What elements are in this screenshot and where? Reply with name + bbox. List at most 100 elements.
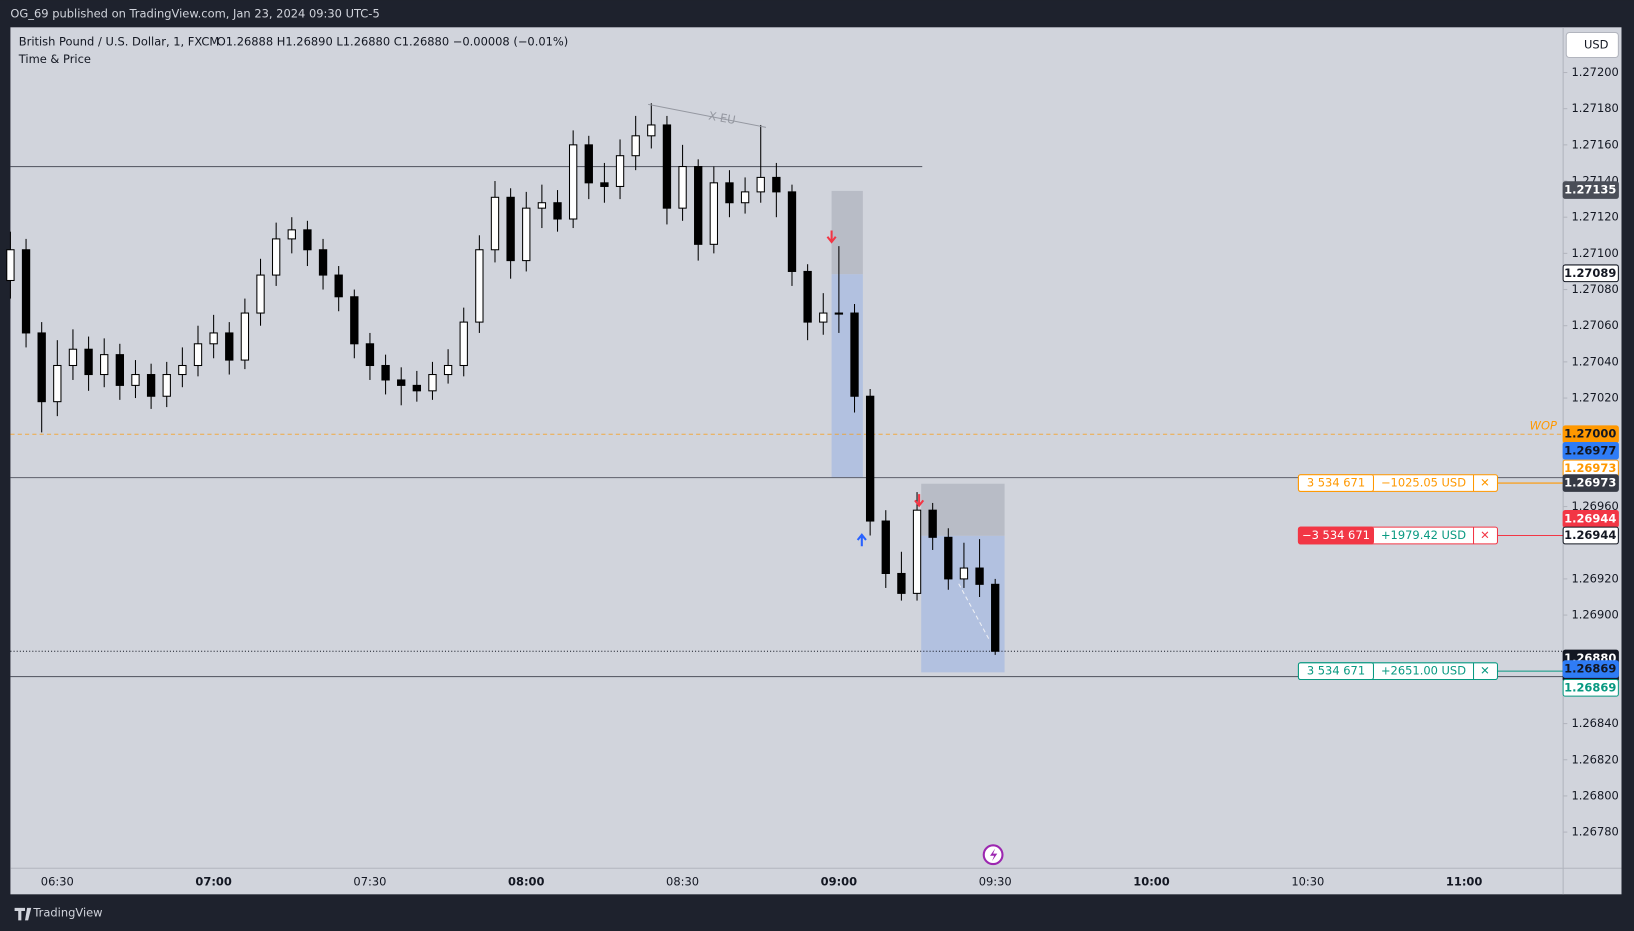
candle-body — [303, 229, 312, 251]
candle-body — [459, 321, 468, 367]
price-badge — [1562, 181, 1619, 199]
y-tick-label: 1.27160 — [1571, 137, 1618, 151]
candle-body — [318, 249, 328, 276]
candle-body — [475, 249, 484, 323]
candle-body — [490, 196, 500, 251]
footer: TradingView — [32, 906, 102, 920]
candle-body — [584, 144, 593, 184]
candle-body — [522, 207, 531, 262]
candle-body — [412, 384, 422, 392]
candle-body — [256, 274, 265, 314]
buy-arrow — [856, 533, 867, 547]
order-qty-box — [1297, 662, 1374, 680]
price-badge-label: 1.26869 — [1564, 680, 1616, 694]
price-badge-label: 1.26944 — [1564, 528, 1616, 542]
candle-body — [928, 509, 937, 538]
symbol: British Pound / U.S. Dollar, 1, FXCM — [19, 34, 220, 48]
candle-body — [397, 379, 406, 386]
candle-body — [647, 124, 656, 137]
order-qty-box — [1297, 526, 1374, 545]
y-tick-label: 1.26820 — [1571, 752, 1618, 766]
position-risk — [831, 190, 863, 275]
candle-body — [537, 202, 547, 209]
y-tick-label: 1.26900 — [1571, 608, 1618, 622]
event-icon-bolt — [989, 848, 998, 861]
candle-body — [787, 191, 797, 272]
ohlc-legend: O1.26888 H1.26890 L1.26880 C1.26880 −0.0… — [217, 34, 569, 48]
candle-body — [100, 354, 109, 376]
candle-body — [162, 374, 171, 397]
price-badge — [1562, 678, 1619, 697]
y-tick-label: 1.26920 — [1571, 571, 1618, 585]
candle-body — [740, 191, 750, 204]
published-line: OG_69 published on TradingView.com, Jan … — [10, 6, 379, 20]
order-qty: 3 534 671 — [1307, 664, 1365, 678]
y-tick-label: 1.27200 — [1571, 65, 1618, 79]
order-close[interactable]: ✕ — [1480, 528, 1490, 542]
candle-body — [662, 124, 672, 209]
price-badge-label: 1.26977 — [1564, 443, 1616, 457]
price-badge-label: 1.26869 — [1564, 662, 1616, 676]
x-tick-label: 08:00 — [508, 874, 544, 888]
candle-body — [959, 567, 969, 580]
y-tick-label: 1.27020 — [1571, 391, 1618, 405]
wop-label: WOP — [1530, 418, 1557, 432]
candle-body — [365, 343, 375, 367]
y-tick-label: 1.27080 — [1571, 282, 1618, 296]
annotation: X EU — [707, 108, 736, 126]
candle-body — [631, 135, 640, 157]
currency-button[interactable] — [1565, 31, 1619, 59]
order-pnl: +2651.00 USD — [1381, 664, 1466, 678]
position-path — [958, 583, 991, 642]
candle-body — [115, 354, 125, 386]
sell-arrow — [914, 494, 925, 508]
y-tick-label: 1.26840 — [1571, 716, 1618, 730]
price-badge — [1562, 526, 1619, 545]
candle-body — [803, 270, 812, 323]
candle-body — [271, 238, 281, 276]
y-tick-label: 1.27060 — [1571, 318, 1618, 332]
y-tick-label: 1.27180 — [1571, 101, 1618, 115]
order-pnl: −1025.05 USD — [1381, 476, 1466, 490]
candle-body — [897, 572, 906, 594]
y-tick-label: 1.27120 — [1571, 210, 1618, 224]
candle-body — [21, 249, 31, 334]
position-reward — [921, 535, 1005, 673]
candle-body — [381, 364, 390, 381]
price-badge — [1562, 441, 1619, 460]
candle-body — [84, 348, 93, 376]
candle-body — [975, 567, 984, 585]
y-tick-label: 1.26800 — [1571, 788, 1618, 802]
price-badge — [1562, 660, 1619, 678]
order-close[interactable]: ✕ — [1480, 476, 1490, 490]
candle-body — [350, 296, 359, 345]
x-tick-label: 10:30 — [1291, 874, 1324, 888]
price-badge-label: 1.27089 — [1564, 266, 1616, 280]
candle-body — [428, 374, 437, 392]
y-tick-label: 1.27100 — [1571, 246, 1618, 260]
candle-body — [725, 182, 734, 204]
candle-body — [756, 176, 765, 193]
x-tick-label: 09:00 — [821, 874, 857, 888]
candle-body — [209, 332, 218, 345]
candle-body — [6, 249, 15, 282]
price-badge-label: 1.26973 — [1564, 461, 1616, 475]
order-line: −3 534 671 +1979.42 USD ✕ — [1297, 526, 1564, 545]
candle-body — [678, 166, 687, 209]
candle-body — [131, 374, 140, 386]
candle-body — [193, 343, 203, 367]
order-qty-box — [1297, 474, 1374, 492]
candle-body — [553, 202, 562, 220]
order-close[interactable]: ✕ — [1480, 664, 1490, 678]
candle-body — [240, 312, 250, 361]
candle-body — [881, 520, 890, 574]
candle-body — [834, 312, 844, 315]
sell-arrow — [826, 230, 837, 244]
price-badge — [1562, 474, 1619, 492]
candle-body — [865, 395, 875, 522]
candle-body — [287, 229, 296, 240]
position-tools — [831, 190, 1005, 673]
candle-body — [991, 583, 1000, 652]
currency: USD — [1584, 38, 1609, 52]
